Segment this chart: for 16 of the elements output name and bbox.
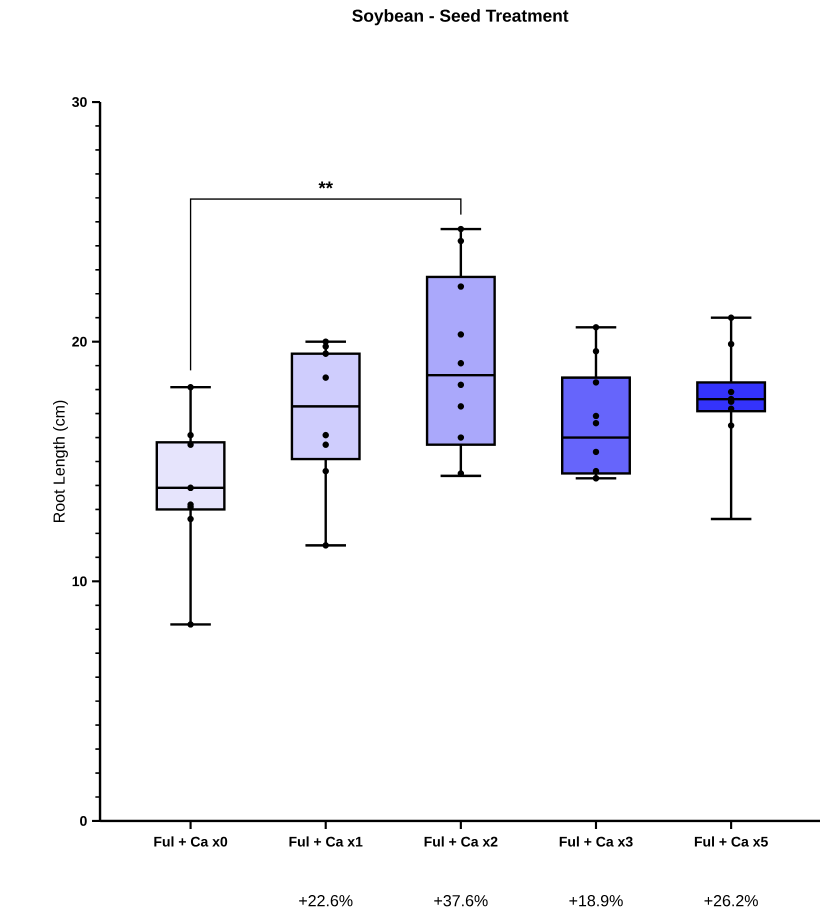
x-tick-label: Ful + Ca x2	[424, 836, 498, 847]
y-tick-label: 0	[80, 816, 87, 826]
y-axis-title: Root Length (cm)	[52, 400, 68, 522]
text: +22.6%	[298, 895, 352, 906]
y-tick-label: 20	[72, 336, 87, 347]
x-tick-label: Ful + Ca x5	[694, 836, 768, 847]
x-tick-label: Ful + Ca x0	[154, 836, 228, 847]
chart-title: Soybean - Seed Treatment	[352, 9, 568, 26]
y-tick-label: 10	[72, 576, 87, 586]
text: +26.2%	[704, 895, 758, 906]
x-tick-label: Ful + Ca x1	[289, 836, 362, 847]
text: +18.9%	[569, 895, 623, 906]
y-tick-label: 30	[72, 97, 87, 107]
annotation: **	[318, 182, 333, 188]
x-tick-label: Ful + Ca x3	[560, 836, 632, 847]
text: +37.6%	[434, 895, 488, 906]
